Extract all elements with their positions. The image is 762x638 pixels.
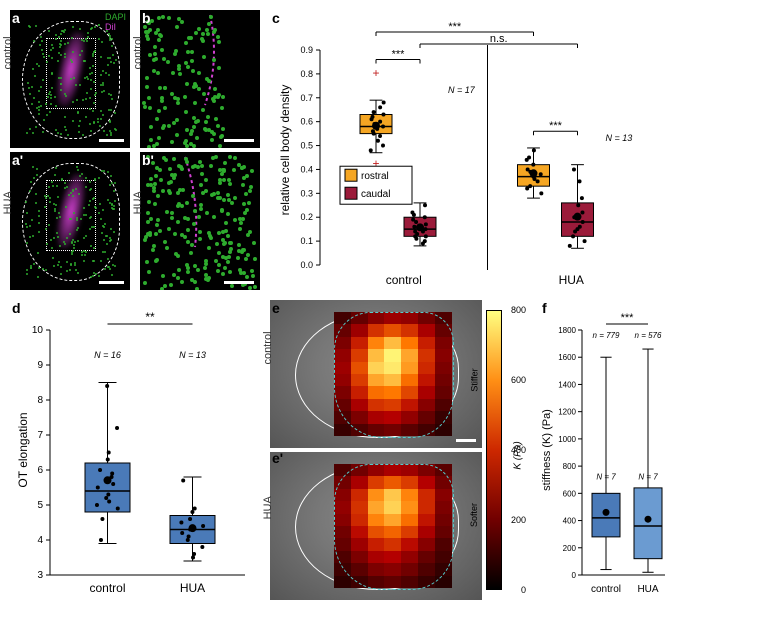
svg-text:control: control	[89, 581, 125, 595]
svg-text:OT elongation: OT elongation	[16, 412, 30, 487]
svg-text:0.0: 0.0	[300, 260, 313, 270]
svg-text:1800: 1800	[558, 326, 576, 335]
colorbar	[486, 310, 502, 590]
svg-text:0.8: 0.8	[300, 69, 313, 79]
panel-c: c 0.0 0.1 0.2 0.3 0.4 0.5 0.6 0.7 0.8 0.9 relative…	[270, 10, 670, 290]
panel-b: b b' control HUA	[140, 10, 260, 290]
panel-label-b-prime: b'	[142, 152, 154, 168]
boxplot-f: 0 200 400 600 800 1000 1200 1400 1600 1800 stiffne…	[540, 300, 670, 600]
svg-text:stiffness (K) (Pa): stiffness (K) (Pa)	[541, 409, 553, 491]
panel-label-c: c	[272, 10, 280, 26]
micrograph-a-hua: a'	[10, 152, 130, 290]
svg-text:400: 400	[563, 517, 577, 526]
heatmap-control	[270, 300, 482, 448]
svg-text:control: control	[591, 584, 621, 595]
svg-text:200: 200	[563, 544, 577, 553]
svg-text:1600: 1600	[558, 353, 576, 362]
legend-dil: DiI	[105, 23, 126, 33]
boxplot-d: 3 4 5 6 7 8 9 10 OT elongation control HUA N = 16 N …	[10, 300, 260, 600]
side-label-control: control	[2, 36, 14, 69]
figure-grid: a DAPI DiI a' control HUA b b' control H…	[10, 10, 752, 600]
svg-text:10: 10	[32, 325, 44, 336]
svg-text:n.s.: n.s.	[490, 33, 508, 45]
svg-text:n = 576: n = 576	[635, 331, 662, 340]
svg-text:n = 779: n = 779	[593, 331, 620, 340]
svg-text:rostral: rostral	[361, 171, 389, 182]
micrograph-legend: DAPI DiI	[105, 13, 126, 33]
micrograph-a-control: a DAPI DiI	[10, 10, 130, 148]
svg-text:HUA: HUA	[637, 584, 658, 595]
svg-text:0.4: 0.4	[300, 164, 313, 174]
svg-text:control: control	[386, 273, 422, 287]
panel-e: e e' 0200400600800 K (Pa)StifferSofter c…	[270, 300, 530, 600]
micrograph-b-control: b	[140, 10, 260, 148]
svg-text:0.3: 0.3	[300, 188, 313, 198]
svg-text:relative cell body density: relative cell body density	[278, 85, 292, 216]
svg-text:N = 7: N = 7	[596, 473, 616, 482]
svg-text:4: 4	[37, 535, 43, 546]
svg-text:3: 3	[37, 570, 43, 581]
heatmap-hua: e'	[270, 452, 482, 600]
svg-text:1200: 1200	[558, 408, 576, 417]
svg-text:N = 13: N = 13	[179, 350, 206, 360]
panel-label-e: e	[272, 300, 280, 316]
svg-text:7: 7	[37, 430, 43, 441]
svg-text:800: 800	[563, 462, 577, 471]
svg-text:9: 9	[37, 360, 43, 371]
svg-text:N = 17: N = 17	[448, 85, 476, 95]
svg-text:HUA: HUA	[559, 273, 584, 287]
panel-label-f: f	[542, 300, 547, 316]
side-label-b-hua: HUA	[132, 191, 144, 214]
panel-d: d 3 4 5 6 7 8 9 10 OT elongation control HUA N = 16…	[10, 300, 260, 600]
svg-text:0.9: 0.9	[300, 45, 313, 55]
panel-f: f 0 200 400 600 800 1000 1200 1400 1600 1800 stiff…	[540, 300, 670, 600]
boxplot-c: 0.0 0.1 0.2 0.3 0.4 0.5 0.6 0.7 0.8 0.9 relative c…	[270, 10, 670, 290]
svg-text:N = 16: N = 16	[94, 350, 121, 360]
panel-label-d: d	[12, 300, 21, 316]
side-label-b-control: control	[132, 36, 144, 69]
panel-label-a: a	[12, 10, 20, 26]
svg-text:***: ***	[549, 120, 563, 132]
side-label-e-hua: HUA	[262, 496, 274, 519]
svg-text:**: **	[145, 310, 155, 324]
panel-a: a DAPI DiI a' control HUA	[10, 10, 130, 290]
svg-text:0.1: 0.1	[300, 236, 313, 246]
svg-text:0: 0	[572, 571, 577, 580]
micrograph-b-hua: b'	[140, 152, 260, 290]
svg-text:600: 600	[563, 489, 577, 498]
svg-text:0.5: 0.5	[300, 141, 313, 151]
svg-text:N = 13: N = 13	[606, 133, 633, 143]
side-label-e-control: control	[262, 331, 274, 364]
svg-text:1000: 1000	[558, 435, 576, 444]
svg-text:caudal: caudal	[361, 189, 390, 200]
panel-label-a-prime: a'	[12, 152, 23, 168]
svg-text:8: 8	[37, 395, 43, 406]
side-label-hua: HUA	[2, 191, 14, 214]
svg-text:HUA: HUA	[180, 581, 205, 595]
svg-text:0.7: 0.7	[300, 93, 313, 103]
svg-text:***: ***	[448, 21, 462, 33]
panel-label-e-prime: e'	[272, 452, 283, 466]
svg-text:***: ***	[392, 49, 406, 61]
svg-text:***: ***	[621, 312, 635, 324]
svg-text:6: 6	[37, 465, 43, 476]
svg-text:N = 7: N = 7	[638, 473, 658, 482]
svg-text:0.6: 0.6	[300, 117, 313, 127]
svg-text:0.2: 0.2	[300, 212, 313, 222]
panel-label-b: b	[142, 10, 151, 26]
svg-text:1400: 1400	[558, 380, 576, 389]
svg-text:+: +	[372, 66, 379, 80]
svg-text:5: 5	[37, 500, 43, 511]
